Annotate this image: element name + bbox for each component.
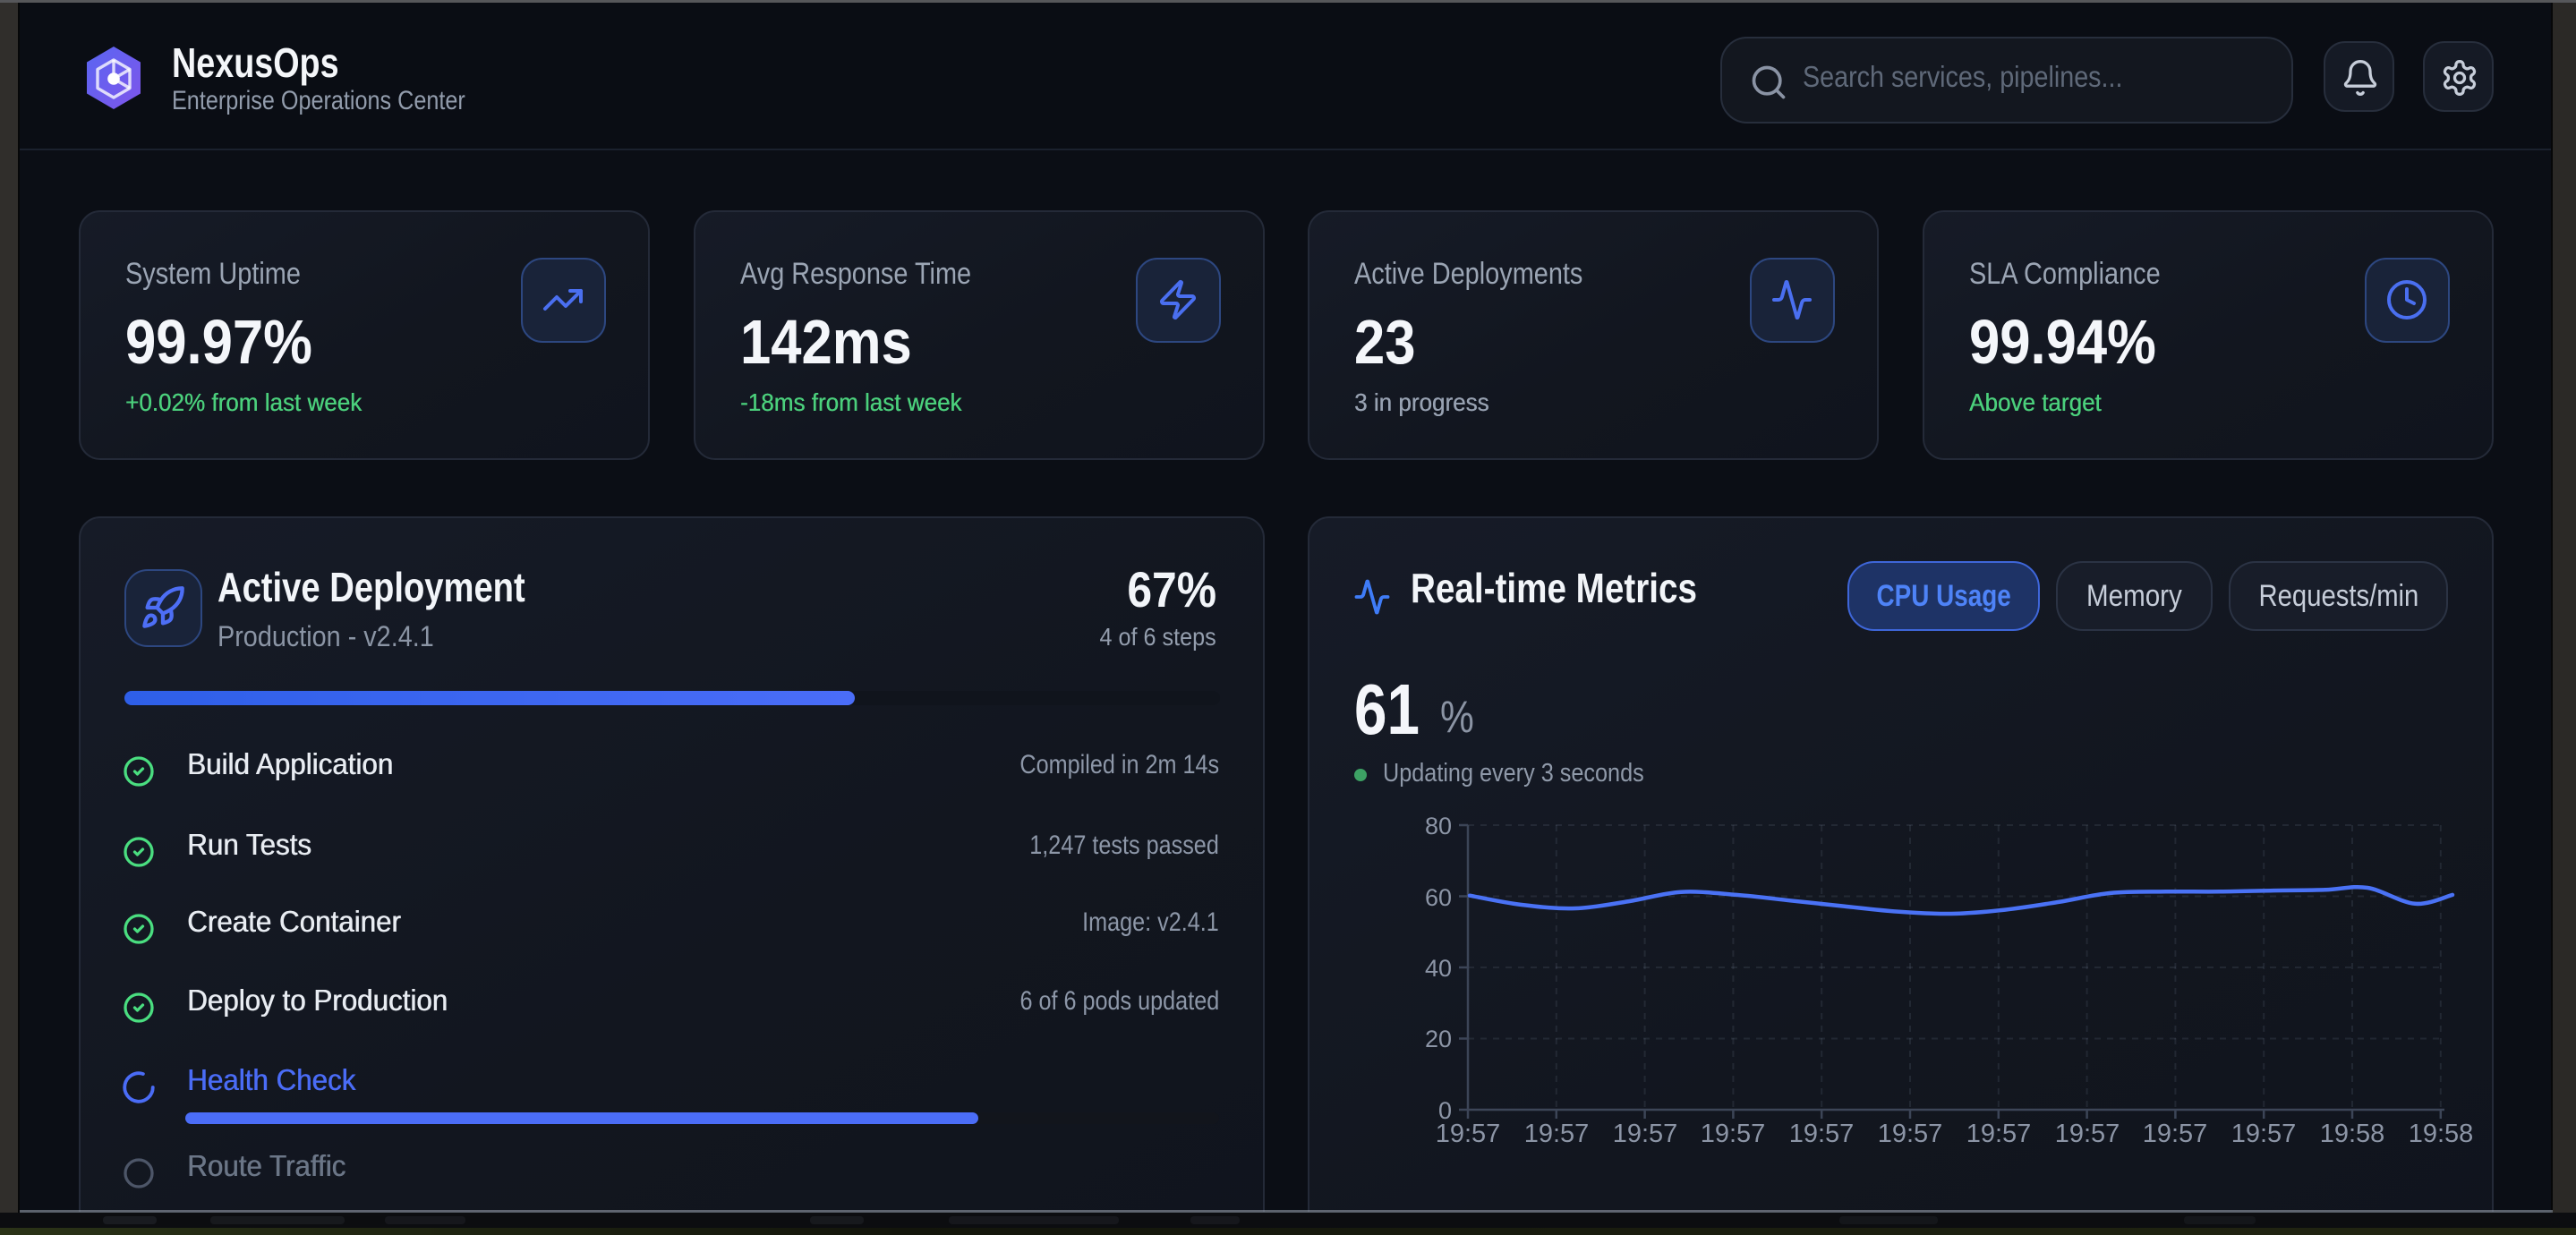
svg-text:19:57: 19:57 — [1878, 1120, 1943, 1148]
svg-text:19:57: 19:57 — [1613, 1120, 1678, 1148]
svg-text:60: 60 — [1425, 884, 1452, 911]
svg-text:19:57: 19:57 — [1701, 1120, 1766, 1148]
svg-text:19:57: 19:57 — [1789, 1120, 1855, 1148]
svg-text:19:58: 19:58 — [2409, 1120, 2474, 1148]
svg-text:19:57: 19:57 — [2231, 1120, 2297, 1148]
svg-text:19:58: 19:58 — [2320, 1120, 2385, 1148]
svg-text:19:57: 19:57 — [2055, 1120, 2120, 1148]
svg-text:0: 0 — [1438, 1097, 1452, 1124]
svg-text:19:57: 19:57 — [1524, 1120, 1590, 1148]
svg-text:40: 40 — [1425, 955, 1452, 982]
svg-text:80: 80 — [1425, 813, 1452, 839]
svg-text:20: 20 — [1425, 1026, 1452, 1052]
svg-text:19:57: 19:57 — [2143, 1120, 2208, 1148]
svg-text:19:57: 19:57 — [1436, 1120, 1501, 1148]
svg-text:19:57: 19:57 — [1966, 1120, 2032, 1148]
